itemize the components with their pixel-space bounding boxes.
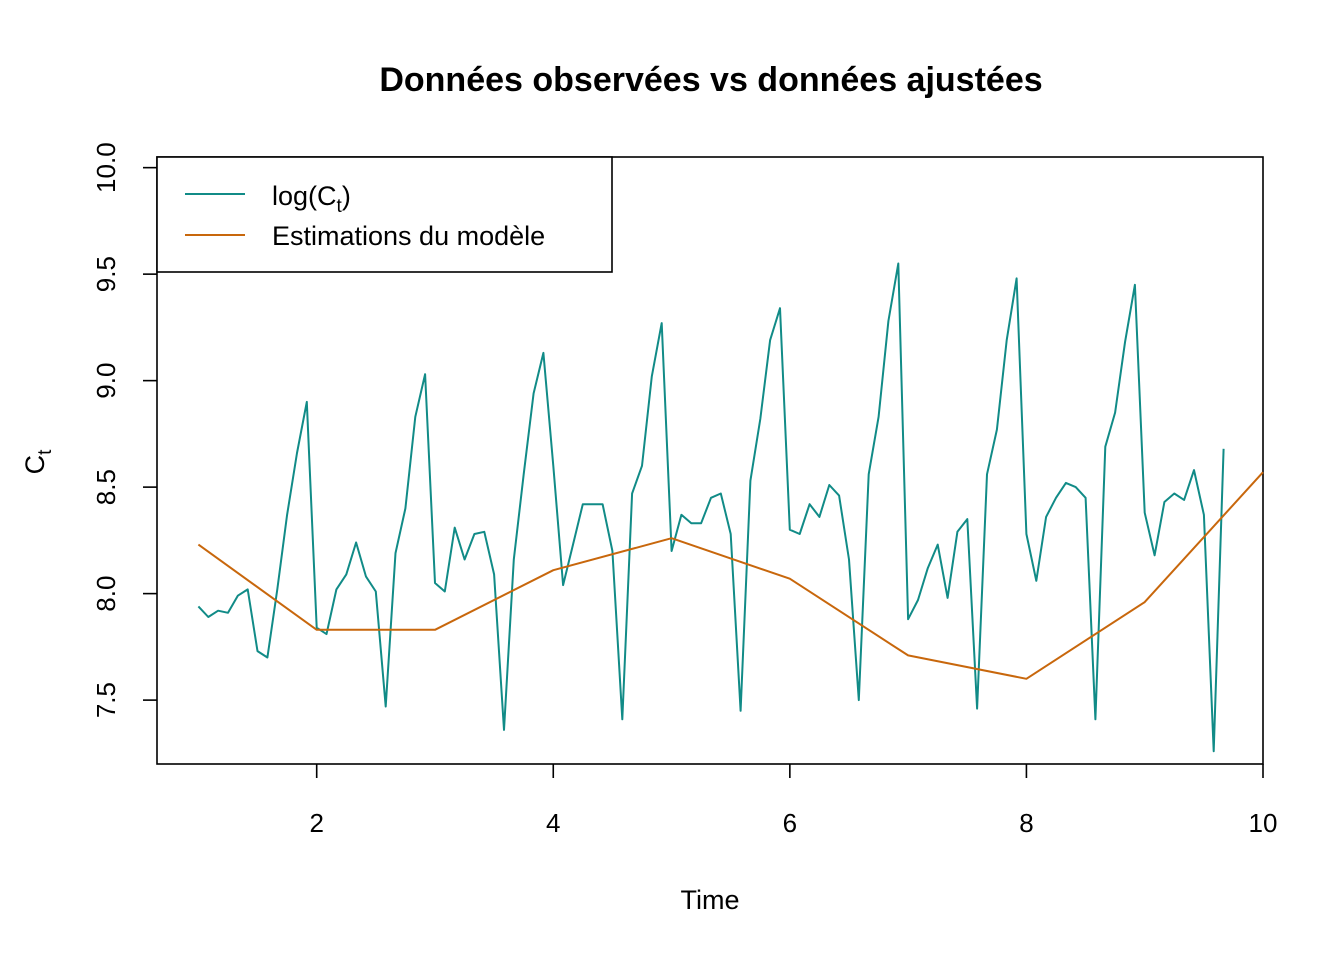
plot-area [156, 156, 1264, 765]
y-tick-label: 9.5 [91, 256, 121, 292]
legend-label-observed: log(Ct) [272, 181, 351, 217]
y-axis-label: Ct [20, 449, 56, 475]
x-tick-label: 6 [783, 808, 797, 838]
y-tick-label: 9.0 [91, 363, 121, 399]
legend-label-observed-open-paren: ( [308, 181, 317, 211]
y-axis: 7.5 8.0 8.5 9.0 9.5 10.0 [91, 142, 157, 718]
legend-label-observed-base: C [317, 181, 337, 211]
x-tick-label: 10 [1249, 808, 1278, 838]
x-tick-label: 2 [309, 808, 323, 838]
x-tick-label: 4 [546, 808, 560, 838]
y-tick-label: 10.0 [91, 142, 121, 193]
series-line-fitted [197, 471, 1264, 680]
series-line-observed [197, 262, 1225, 753]
series-layer [197, 262, 1264, 753]
y-tick-label: 8.0 [91, 576, 121, 612]
x-tick-label: 8 [1019, 808, 1033, 838]
legend-box [156, 156, 613, 273]
y-tick-label: 7.5 [91, 682, 121, 718]
x-axis-label: Time [681, 885, 740, 915]
svg-text:Ct: Ct [20, 449, 56, 475]
chart-title: Données observées vs données ajustées [379, 61, 1042, 99]
legend-label-observed-sub: t [337, 196, 343, 217]
x-axis: 2 4 6 8 10 [309, 764, 1277, 838]
legend: log(Ct) Estimations du modèle [156, 156, 613, 273]
y-axis-label-sub: t [35, 449, 56, 455]
legend-label-observed-close-paren: ) [342, 181, 351, 211]
legend-label-observed-pre: log [272, 181, 308, 211]
y-axis-label-base: C [20, 455, 50, 475]
y-tick-label: 8.5 [91, 469, 121, 505]
legend-label-fitted: Estimations du modèle [272, 221, 545, 251]
